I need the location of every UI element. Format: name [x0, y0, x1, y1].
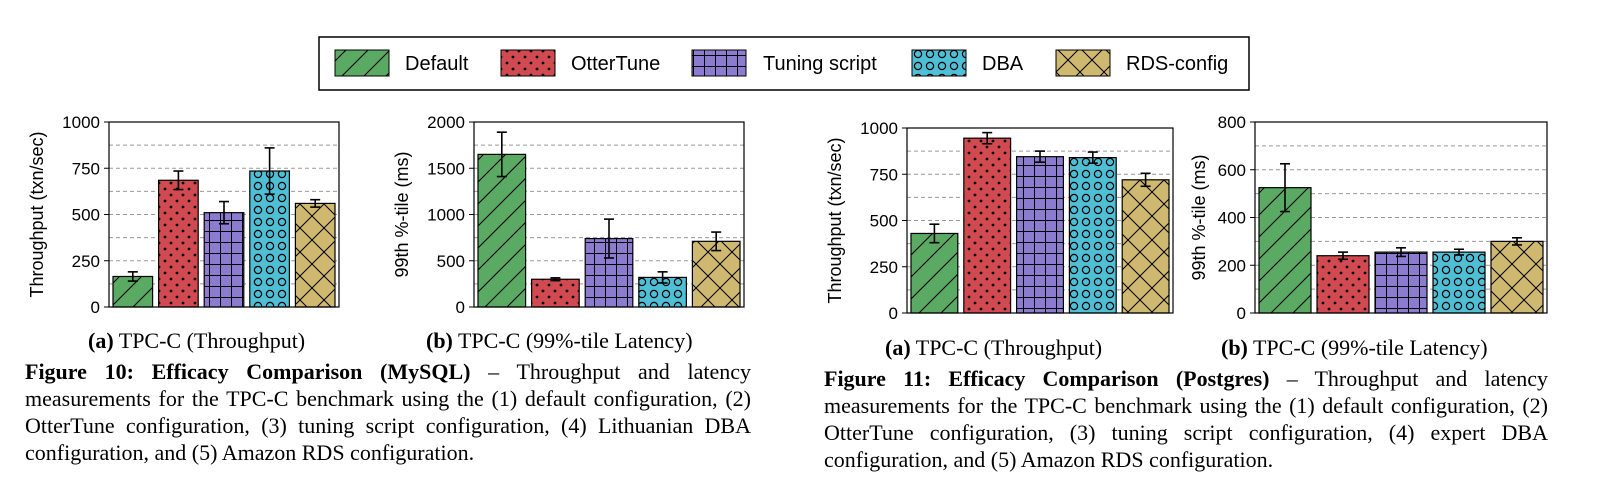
fig11a-bar-ottertune [963, 137, 1012, 314]
fig11a-chart: 0 250 500 750 1000 Throughput (txn/sec) [825, 119, 1174, 323]
legend-swatch-ottertune [500, 49, 556, 77]
figure-11-text: – Throughput and latency measurements fo… [824, 366, 1548, 472]
fig11a-ytick-label: 250 [870, 258, 898, 277]
legend-label-ottertune: OtterTune [571, 53, 660, 75]
fig11a-ytick-label: 500 [870, 212, 898, 231]
legend-entry-tuning-script: Tuning script [691, 49, 877, 77]
legend-swatch-dba [911, 49, 967, 77]
fig10b-caption: (b) TPC-C (99%-tile Latency) [426, 328, 693, 354]
fig11a-caption: (a) TPC-C (Throughput) [885, 335, 1102, 361]
fig11b-ytick-label: 0 [1237, 304, 1246, 323]
legend-entry-default: Default [334, 49, 469, 77]
legend: Default OtterTune Tuning script DBA RDS-… [318, 36, 1250, 91]
fig11b-ylabel: 99th %-tile (ms) [1189, 154, 1209, 280]
fig11b-ytick-label: 200 [1218, 256, 1246, 275]
fig10a-ytick-label: 500 [72, 206, 100, 225]
fig10a-bar-rds-config [294, 202, 336, 308]
fig11b-ytick-label: 600 [1218, 161, 1246, 180]
fig11b-chart: 0 200 400 600 800 99th %-tile (ms) [1189, 113, 1548, 323]
fig10a-chart: 0 250 500 750 1000 Throughput (txn/sec) [27, 113, 340, 317]
fig11a-plot-frame [906, 127, 1174, 314]
figure-10-title: Figure 10: Efficacy Comparison (MySQL) [25, 359, 471, 384]
fig11b-plot-frame [1254, 121, 1548, 314]
fig11b-bar-rds-config [1490, 240, 1544, 314]
fig10b-ytick-label: 500 [437, 252, 465, 271]
fig11a-caption-tag: (a) [885, 335, 911, 360]
figure-10-caption: Figure 10: Efficacy Comparison (MySQL) –… [25, 358, 751, 466]
figure-11-title: Figure 11: Efficacy Comparison (Postgres… [824, 366, 1270, 391]
fig10b-ytick-label: 2000 [427, 113, 465, 132]
fig11a-ytick-label: 1000 [860, 119, 898, 138]
fig10b-caption-tag: (b) [426, 328, 453, 353]
fig10a-bar-tuning-script [203, 212, 245, 308]
fig11a-ytick-label: 0 [889, 304, 898, 323]
fig10a-caption-tag: (a) [88, 328, 114, 353]
legend-entry-ottertune: OtterTune [500, 49, 660, 77]
fig11a-caption-text: TPC-C (Throughput) [910, 335, 1103, 360]
fig10a-ytick-label: 750 [72, 159, 100, 178]
fig10b-bar-ottertune [530, 278, 580, 308]
fig11b-ytick-label: 400 [1218, 209, 1246, 228]
fig10b-chart: 0 500 1000 1500 2000 99th %-tile (ms) [392, 113, 745, 317]
fig11a-ytick-label: 750 [870, 165, 898, 184]
fig11a-ylabel: Throughput (txn/sec) [825, 137, 845, 303]
fig11a-bar-dba [1068, 157, 1117, 314]
figure-10-text: – Throughput and latency measurements fo… [25, 359, 751, 465]
charts-layer: 0 250 500 750 1000 Throughput (txn/sec) 0 500 10… [27, 113, 1548, 323]
legend-entry-dba: DBA [911, 49, 1024, 77]
fig10a-caption-text: TPC-C (Throughput) [113, 328, 306, 353]
fig11b-bar-tuning-script [1374, 251, 1428, 314]
fig11b-caption-text: TPC-C (99%-tile Latency) [1247, 335, 1488, 360]
fig11a-bar-tuning-script [1015, 156, 1064, 314]
fig11b-caption: (b) TPC-C (99%-tile Latency) [1221, 335, 1488, 361]
fig10b-ytick-label: 1000 [427, 206, 465, 225]
fig11b-ytick-label: 800 [1218, 113, 1246, 132]
legend-label-dba: DBA [982, 53, 1024, 75]
legend-entry-rds-config: RDS-config [1055, 49, 1228, 77]
legend-swatch-rds-config [1055, 49, 1111, 77]
legend-label-default: Default [405, 53, 469, 75]
fig10b-plot-frame [473, 121, 745, 308]
fig10a-ytick-label: 0 [91, 298, 100, 317]
legend-label-tuning-script: Tuning script [763, 53, 877, 75]
fig11a-bar-rds-config [1121, 179, 1170, 314]
figure-11-caption: Figure 11: Efficacy Comparison (Postgres… [824, 365, 1548, 473]
fig10a-plot-frame [108, 121, 340, 308]
fig11a-bar-default [910, 232, 959, 314]
fig10a-bar-ottertune [158, 179, 199, 308]
legend-swatch-tuning-script [691, 49, 747, 77]
fig10b-caption-text: TPC-C (99%-tile Latency) [452, 328, 693, 353]
fig11b-caption-tag: (b) [1221, 335, 1248, 360]
fig10b-ytick-label: 0 [456, 298, 465, 317]
fig11b-bar-dba [1432, 251, 1486, 314]
fig10b-ytick-label: 1500 [427, 159, 465, 178]
fig10b-ylabel: 99th %-tile (ms) [392, 151, 412, 277]
fig10a-caption: (a) TPC-C (Throughput) [88, 328, 305, 354]
fig10a-ylabel: Throughput (txn/sec) [27, 131, 47, 297]
fig10a-ytick-label: 250 [72, 252, 100, 271]
fig11b-bar-ottertune [1316, 255, 1370, 314]
legend-label-rds-config: RDS-config [1126, 53, 1228, 75]
fig10b-bar-default [477, 153, 527, 308]
legend-swatch-default [334, 49, 390, 77]
fig10a-ytick-label: 1000 [62, 113, 100, 132]
